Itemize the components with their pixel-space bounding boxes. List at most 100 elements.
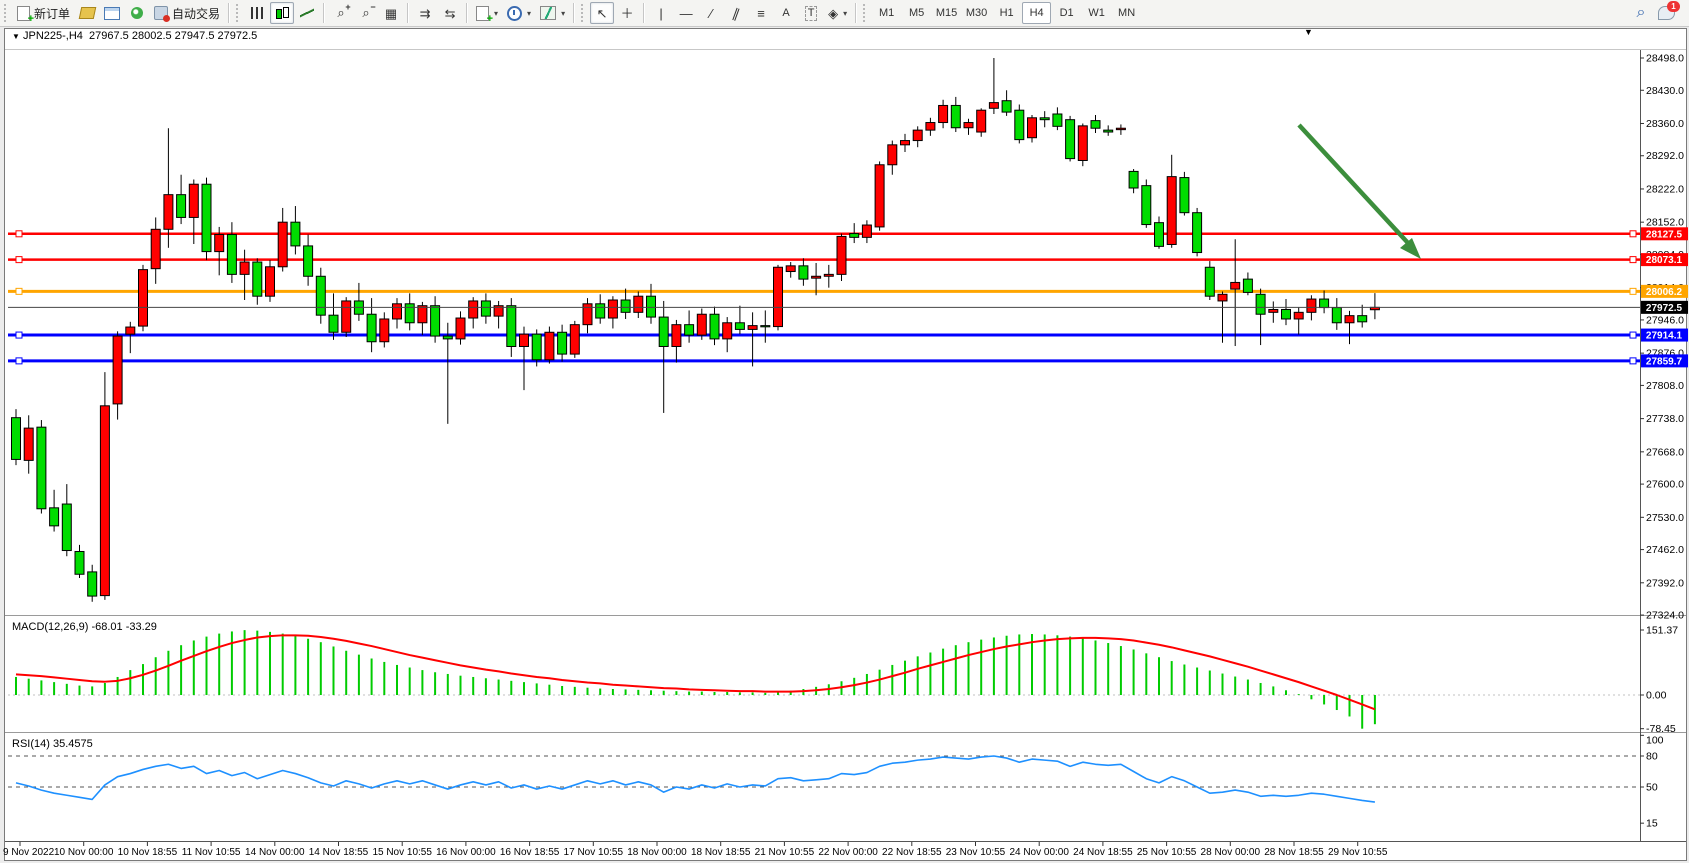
candle-body [1115, 127, 1126, 131]
candle-body [277, 221, 288, 268]
candle-body [125, 326, 136, 335]
hline-price-tag: 28006.2 [1646, 287, 1683, 298]
auto-trading-button[interactable]: 自动交易 [150, 2, 224, 24]
timeframe-button-D1[interactable]: D1 [1059, 7, 1074, 19]
candle-body [74, 550, 85, 575]
line-handle[interactable] [15, 256, 23, 264]
candle-body [442, 335, 453, 340]
chart-shift-button[interactable]: ⇆ [438, 2, 462, 24]
notifications-button[interactable]: 1 [1654, 1, 1680, 24]
candle-body [950, 104, 961, 129]
zoom-in-button[interactable]: ⌕ + [329, 2, 353, 24]
candle-body [1090, 120, 1101, 129]
label-tool-button[interactable]: T [799, 2, 823, 24]
indicators-button[interactable]: ▾ [536, 2, 569, 24]
timeframe-button-H1[interactable]: H1 [999, 7, 1014, 19]
search-button[interactable]: ⌕ [1629, 2, 1653, 24]
candle-body [99, 405, 110, 597]
time-tick-label: 17 Nov 10:55 [564, 847, 624, 858]
line-handle[interactable] [15, 331, 23, 339]
line-handle[interactable] [1629, 331, 1637, 339]
candle-body [823, 273, 834, 277]
horizontal-line-icon: — [679, 5, 693, 21]
auto-scroll-button[interactable]: ⇉ [413, 2, 437, 24]
candle-body [747, 325, 758, 330]
hline-price-tag: 27859.7 [1646, 356, 1683, 367]
price-tick-label: 27946.0 [1646, 314, 1684, 326]
fibonacci-button[interactable]: ≡ [749, 2, 773, 24]
bar-chart-icon [250, 7, 264, 19]
periods-button[interactable]: ▾ [503, 2, 535, 24]
annotation-arrow-head[interactable] [1400, 238, 1421, 259]
candle-body [1027, 117, 1037, 139]
price-tick-label: 27600.0 [1646, 479, 1684, 491]
sound-button[interactable] [125, 2, 149, 24]
zoom-out-button[interactable]: ⌕ − [354, 2, 378, 24]
horizontal-line-button[interactable]: — [674, 2, 698, 24]
candle-body [290, 221, 301, 247]
candle-body [328, 314, 339, 333]
annotation-arrow-line[interactable] [1297, 123, 1410, 245]
vertical-line-icon: | [659, 5, 663, 21]
candle-body [874, 164, 885, 228]
line-handle[interactable] [15, 357, 23, 365]
macd-label: MACD(12,26,9) -68.01 -33.29 [12, 621, 157, 633]
line-handle[interactable] [1629, 256, 1637, 264]
time-tick-label: 14 Nov 00:00 [245, 847, 305, 858]
new-chart-button[interactable]: ▾ [472, 2, 502, 25]
chart-collapse-arrow[interactable]: ▼ [1304, 27, 1313, 37]
time-tick-label: 23 Nov 10:55 [946, 847, 1006, 858]
fibonacci-icon: ≡ [757, 5, 765, 21]
candle-body [900, 140, 910, 146]
candle-body [887, 144, 898, 166]
candle-body [544, 331, 555, 361]
timeframe-button-M1[interactable]: M1 [878, 7, 895, 19]
shapes-button[interactable]: ◈ ▾ [824, 2, 851, 24]
toolbar: 新订单 自动交易 ⌕+ ⌕− ▦ ⇉ ⇆ ▾ ▾ ▾ ↖ ＋ | — ∕ ∥ ≡… [0, 0, 1689, 27]
time-tick-label: 10 Nov 00:00 [54, 847, 114, 858]
bar-chart-button[interactable] [245, 2, 269, 24]
tile-windows-button[interactable]: ▦ [379, 2, 403, 24]
new-order-button[interactable]: 新订单 [13, 2, 74, 25]
time-tick-label: 29 Nov 10:55 [1328, 847, 1388, 858]
line-chart-button[interactable] [295, 2, 319, 24]
candle-body [1306, 298, 1317, 313]
timeframe-button-M5[interactable]: M5 [908, 7, 925, 19]
candle-body [1141, 185, 1152, 226]
line-handle[interactable] [1629, 357, 1637, 365]
rsi-scale-label: 15 [1646, 818, 1658, 830]
candle-body [226, 234, 237, 275]
candle-body [150, 228, 161, 270]
timeframe-button-MN[interactable]: MN [1118, 7, 1136, 19]
timeframe-button-M15[interactable]: M15 [935, 7, 958, 19]
price-tick-label: 28360.0 [1646, 118, 1684, 130]
chart-window-button[interactable] [100, 2, 124, 24]
candle-body [1192, 212, 1203, 254]
text-tool-button[interactable]: A [774, 2, 798, 24]
line-handle[interactable] [15, 287, 23, 295]
line-handle[interactable] [1629, 230, 1637, 238]
hline-price-tag: 28073.1 [1646, 255, 1683, 266]
new-order-icon [17, 5, 34, 25]
timeframe-button-H4[interactable]: H4 [1022, 2, 1052, 24]
candle-body [239, 261, 250, 275]
timeframe-button-W1[interactable]: W1 [1088, 7, 1105, 19]
time-tick-label: 15 Nov 10:55 [372, 847, 432, 858]
line-handle[interactable] [15, 230, 23, 238]
candle-body [417, 305, 428, 324]
candle-body [658, 316, 669, 347]
symbol-dropdown-icon[interactable]: ▼ [12, 32, 20, 41]
hline-price-tag: 27914.1 [1646, 331, 1683, 342]
timeframe-button-M30[interactable]: M30 [965, 7, 988, 19]
vertical-line-button[interactable]: | [649, 2, 673, 24]
candlestick-chart-button[interactable] [270, 2, 295, 24]
candle-body [633, 295, 644, 313]
cursor-button[interactable]: ↖ [590, 2, 615, 24]
crosshair-button[interactable]: ＋ [615, 2, 639, 24]
trendline-button[interactable]: ∕ [699, 2, 723, 24]
candle-body [849, 233, 860, 238]
candle-body [785, 265, 796, 273]
time-tick-label: 16 Nov 00:00 [436, 847, 496, 858]
line-handle[interactable] [1629, 287, 1637, 295]
